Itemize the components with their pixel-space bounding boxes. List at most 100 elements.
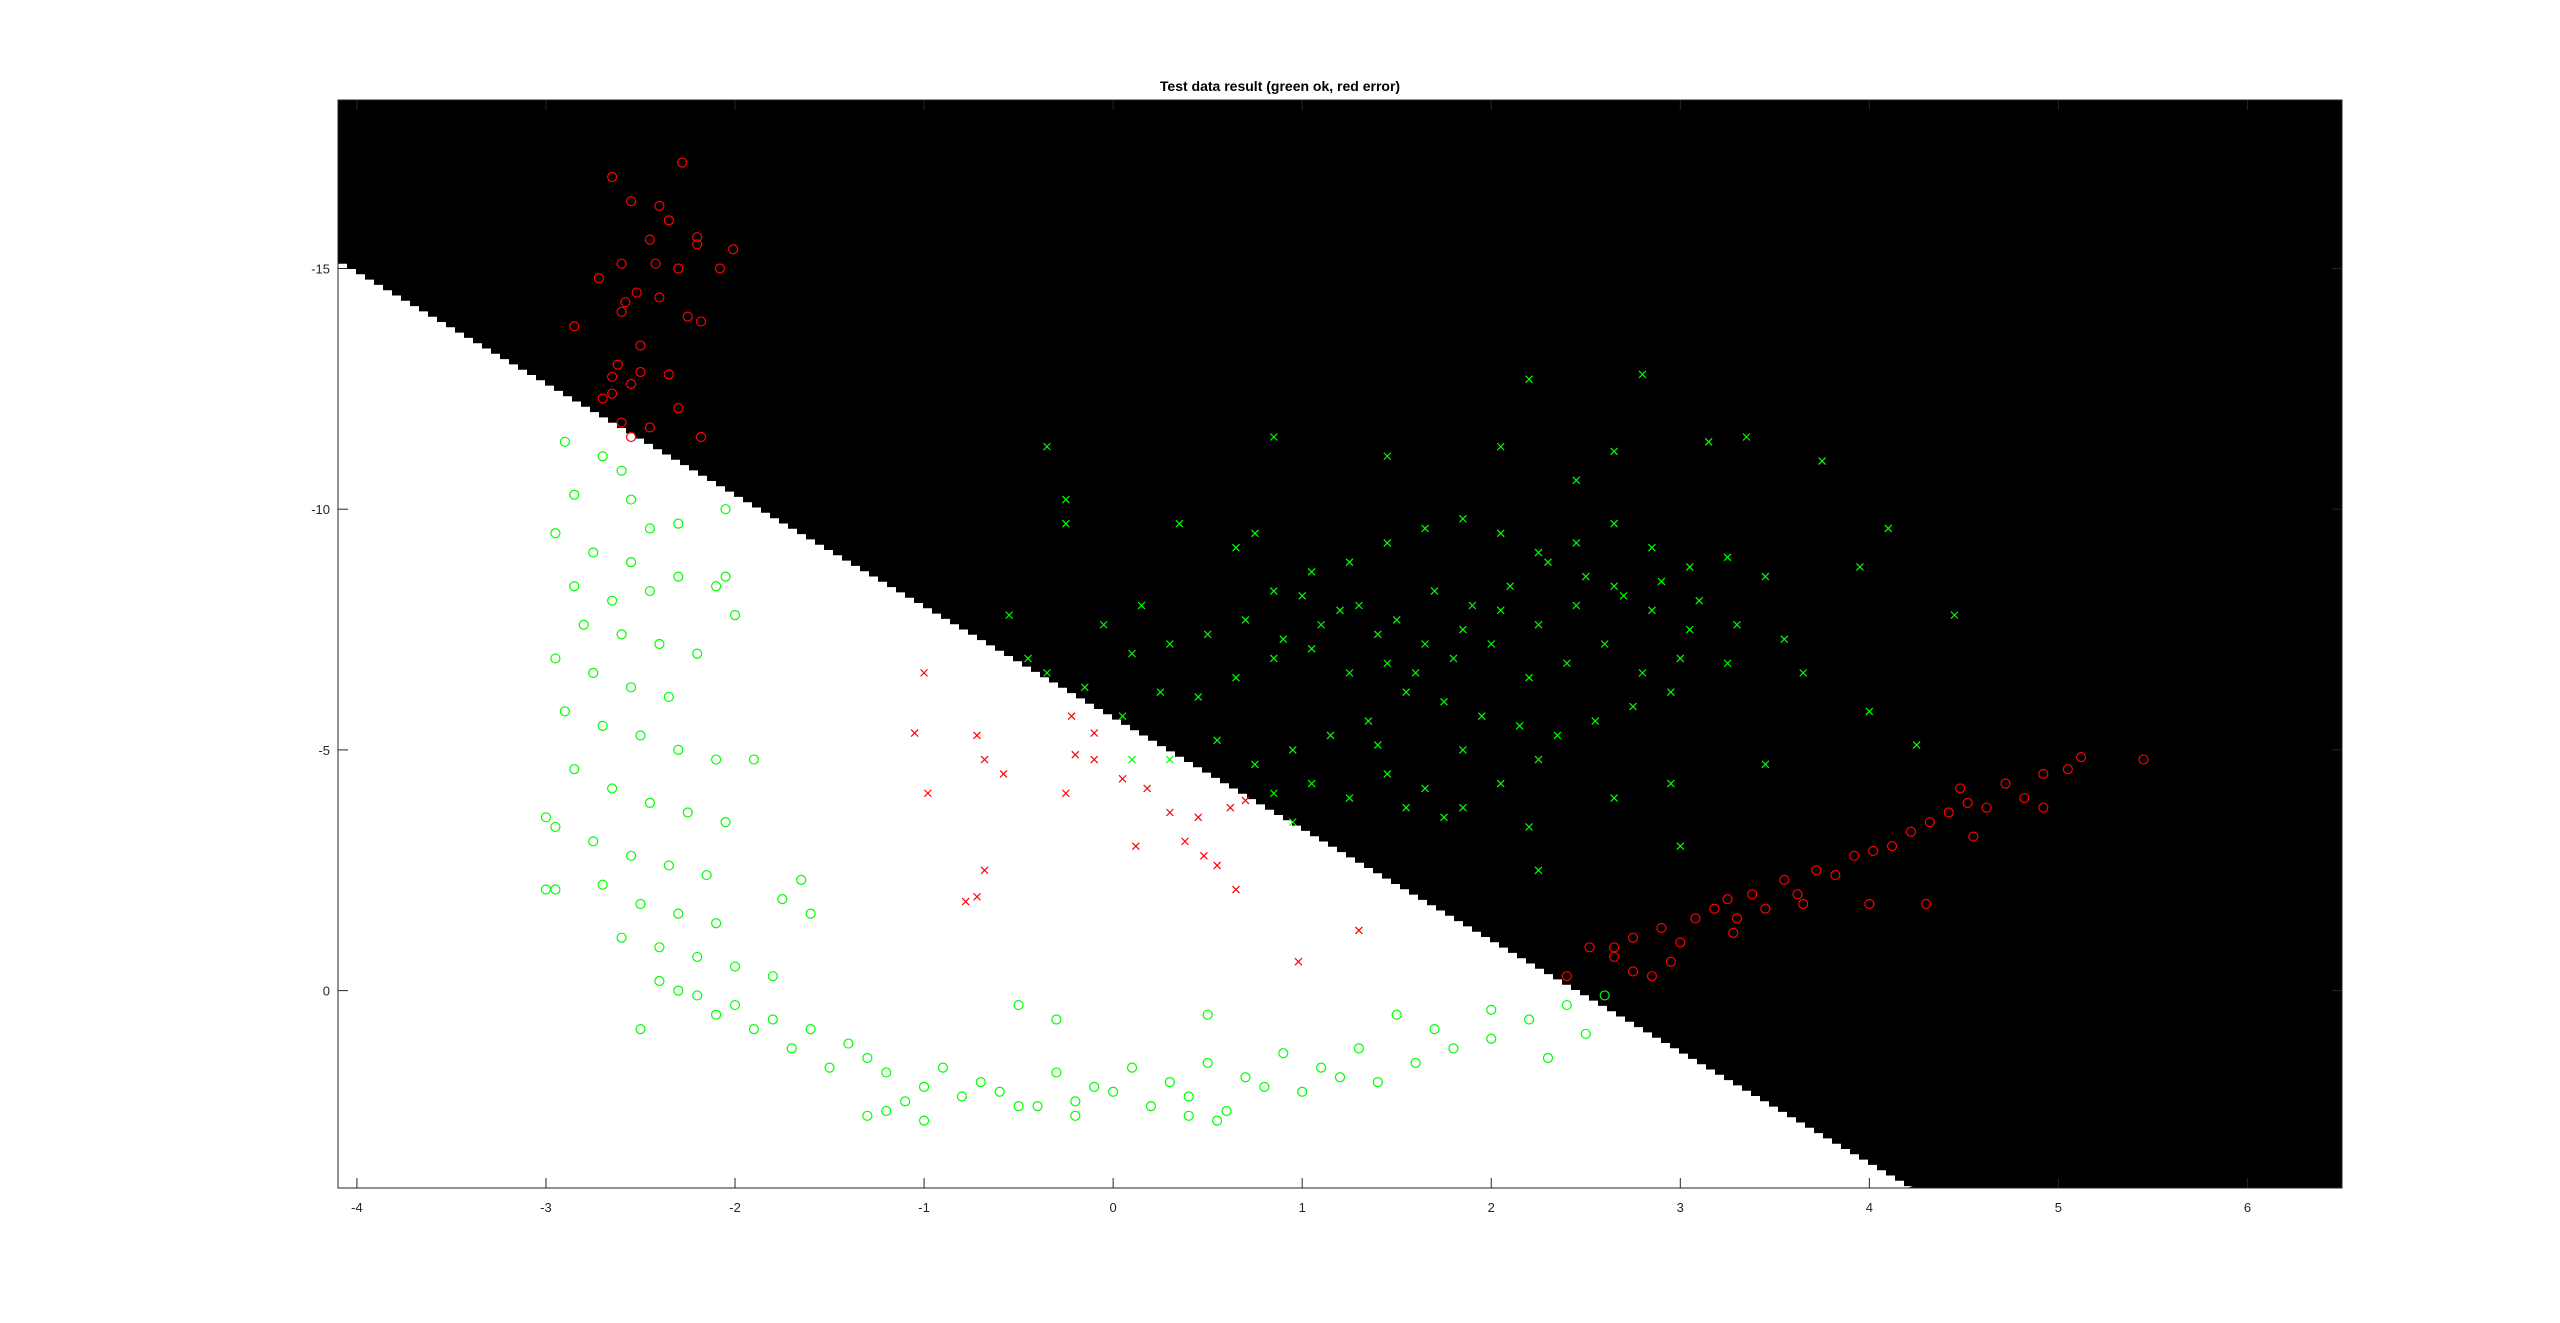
axes-box [337, 99, 2343, 1189]
data-point [673, 518, 684, 529]
data-point [676, 157, 688, 168]
data-point [720, 504, 731, 515]
decision-region [338, 100, 2342, 1188]
data-point [588, 836, 599, 847]
data-point [1968, 831, 1979, 842]
data-point [1610, 794, 1619, 802]
data-point [1723, 553, 1732, 562]
data-point [1912, 741, 1921, 750]
data-point [692, 648, 703, 659]
data-point [607, 388, 618, 399]
data-point [1269, 587, 1278, 595]
data-point [862, 1110, 873, 1121]
data-point [923, 789, 932, 798]
data-point [1345, 668, 1354, 677]
data-point [1067, 712, 1076, 721]
data-point [1143, 784, 1152, 793]
data-point [2038, 802, 2049, 813]
data-point [635, 898, 646, 910]
data-point [748, 754, 760, 765]
data-point [1884, 524, 1893, 533]
data-point [1213, 736, 1222, 745]
data-point [654, 292, 665, 303]
data-point [720, 571, 731, 582]
data-point [1232, 673, 1240, 682]
data-point [2038, 768, 2049, 780]
series-2 [910, 668, 1363, 966]
data-point [1458, 803, 1467, 812]
data-point [729, 610, 741, 621]
data-point [1722, 894, 1733, 905]
data-point [1830, 869, 1841, 881]
data-point [1430, 587, 1439, 595]
data-point [1675, 937, 1686, 948]
data-point [1448, 1043, 1459, 1054]
data-point [540, 812, 552, 823]
data-point [1761, 760, 1770, 769]
data-point [862, 1052, 873, 1064]
data-point [607, 371, 618, 382]
data-point [1269, 433, 1278, 441]
data-point [1181, 837, 1189, 846]
data-point [559, 706, 570, 717]
data-point [1572, 538, 1581, 547]
data-point [1175, 519, 1184, 528]
data-point [1849, 850, 1860, 861]
data-point [654, 200, 665, 212]
data-point [910, 729, 919, 737]
data-point [1364, 717, 1373, 725]
data-point [937, 1062, 949, 1073]
data-point [597, 393, 608, 404]
data-point [1731, 913, 1743, 924]
data-point [1288, 818, 1297, 827]
data-point [1183, 1110, 1194, 1121]
data-point [1542, 1052, 1554, 1064]
data-point [1905, 826, 1917, 837]
data-point [635, 1024, 646, 1035]
data-point [1259, 1081, 1270, 1093]
data-point [1534, 866, 1543, 875]
data-point [1496, 606, 1505, 615]
data-point [999, 770, 1008, 778]
data-point [616, 417, 627, 428]
data-point [1118, 712, 1127, 721]
data-point [1354, 926, 1363, 935]
data-point [1666, 779, 1675, 788]
data-point [1070, 1110, 1081, 1121]
data-point [654, 975, 665, 987]
data-point [644, 422, 656, 433]
data-point [714, 263, 725, 274]
data-point [1792, 889, 1803, 900]
data-point [1487, 640, 1496, 648]
data-point [616, 306, 627, 317]
data-point [1747, 889, 1758, 900]
data-point [786, 1043, 797, 1054]
data-point [1486, 1004, 1497, 1015]
data-point [1704, 437, 1713, 446]
series-4 [1005, 370, 1959, 875]
data-point [663, 369, 674, 380]
data-point [588, 547, 599, 558]
x-tick-label: -1 [918, 1200, 930, 1215]
data-point [1402, 688, 1411, 697]
data-point [1685, 563, 1694, 571]
data-point [777, 894, 788, 905]
data-point [918, 1081, 930, 1093]
data-point [578, 619, 589, 630]
data-point [1070, 1096, 1081, 1107]
data-point [1392, 616, 1401, 624]
data-point [597, 879, 608, 890]
data-point [956, 1091, 967, 1102]
data-point [1709, 903, 1720, 914]
x-tick-label: 5 [2055, 1200, 2062, 1215]
data-point [1345, 794, 1354, 802]
y-axis: -15 -10 -5 0 [311, 261, 2342, 999]
data-point [1761, 572, 1770, 581]
data-point [1656, 922, 1667, 934]
data-point [1240, 1072, 1251, 1083]
data-point [1534, 755, 1543, 764]
data-point [1695, 596, 1704, 605]
data-point [1307, 567, 1316, 576]
data-point [1496, 529, 1505, 538]
x-tick-label: -3 [540, 1200, 552, 1215]
